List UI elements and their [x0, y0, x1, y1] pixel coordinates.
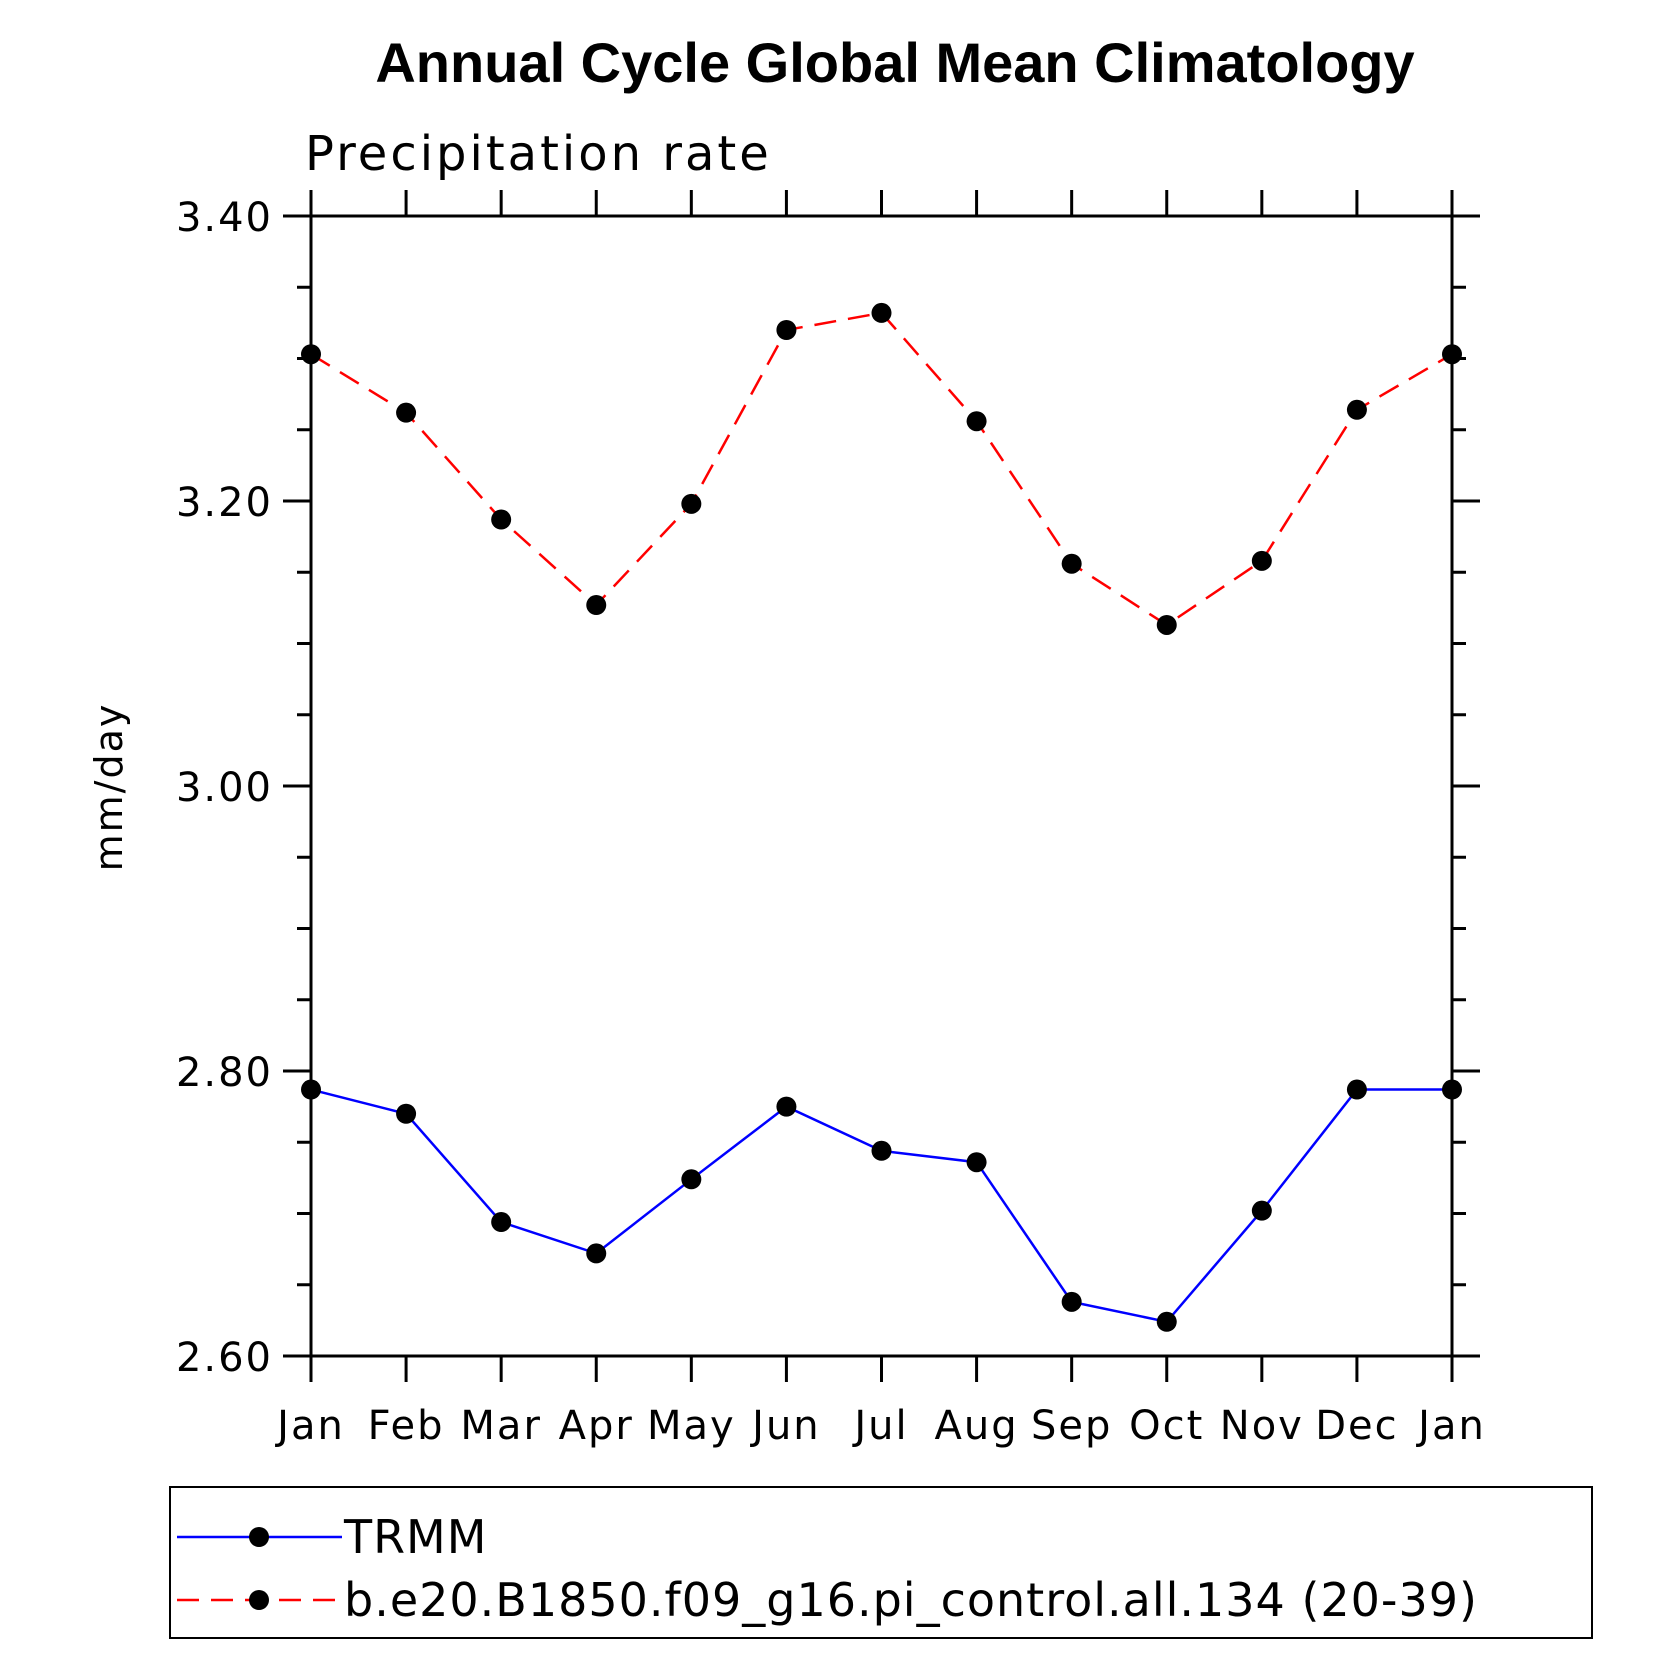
- y-axis-label: mm/day: [87, 703, 131, 872]
- data-point: [491, 509, 512, 530]
- data-point: [1442, 1079, 1462, 1100]
- legend-marker-1: [249, 1590, 269, 1610]
- y-tick-label: 3.20: [176, 480, 273, 526]
- series-markers: [301, 302, 1462, 1332]
- legend: TRMM b.e20.B1850.f09_g16.pi_control.all.1…: [177, 1510, 1478, 1627]
- data-point: [776, 320, 797, 340]
- x-tick-label: Aug: [935, 1403, 1019, 1449]
- data-point: [966, 1152, 987, 1173]
- x-tick-label: Nov: [1220, 1403, 1304, 1449]
- data-point: [1442, 344, 1462, 365]
- data-point: [871, 302, 892, 323]
- data-point: [1061, 553, 1082, 574]
- data-point: [1251, 550, 1272, 571]
- y-tick-label: 3.00: [176, 765, 273, 811]
- x-tick-label: Feb: [368, 1403, 445, 1449]
- legend-marker-0: [249, 1527, 269, 1547]
- series-line-0: [310, 1088, 1452, 1324]
- chart-title: Annual Cycle Global Mean Climatology: [375, 31, 1414, 94]
- data-point: [301, 1079, 321, 1100]
- data-point: [586, 1243, 607, 1264]
- data-point: [681, 1169, 702, 1190]
- data-point: [966, 411, 987, 432]
- data-point: [1346, 1079, 1367, 1100]
- x-tick-label: Apr: [559, 1403, 634, 1449]
- data-point: [396, 1103, 417, 1124]
- data-point: [776, 1096, 797, 1117]
- data-point: [871, 1140, 892, 1161]
- data-point: [491, 1212, 512, 1233]
- data-point: [1061, 1291, 1082, 1312]
- data-point: [1156, 1311, 1177, 1332]
- x-tick-label: Oct: [1129, 1403, 1204, 1449]
- x-tick-label: Jun: [749, 1403, 821, 1449]
- legend-label-0: TRMM: [343, 1510, 487, 1564]
- x-tick-labels: Jan Feb Mar Apr May Jun Jul Aug Sep Oct Nov Dec Jan: [274, 1403, 1486, 1449]
- data-point: [681, 493, 702, 514]
- axis-ticks: [283, 190, 1480, 1382]
- y-tick-label: 2.60: [176, 1335, 273, 1381]
- y-tick-labels: 2.60 2.80 3.00 3.20 3.40: [176, 195, 273, 1381]
- data-point: [1156, 614, 1177, 635]
- x-tick-label: Jul: [851, 1403, 908, 1449]
- data-point: [1251, 1200, 1272, 1221]
- x-tick-label: Mar: [460, 1403, 541, 1449]
- x-tick-label: Sep: [1031, 1403, 1112, 1449]
- data-point: [396, 402, 417, 423]
- y-tick-label: 3.40: [176, 195, 273, 241]
- x-tick-label: Jan: [1415, 1403, 1486, 1449]
- legend-label-1: b.e20.B1850.f09_g16.pi_control.all.134 (…: [344, 1573, 1478, 1627]
- series-lines: [310, 311, 1453, 1324]
- data-point: [586, 595, 607, 616]
- x-tick-label: Dec: [1315, 1403, 1398, 1449]
- x-tick-label: Jan: [274, 1403, 345, 1449]
- legend-box: [169, 1486, 1593, 1639]
- data-point: [301, 344, 321, 365]
- x-tick-label: May: [647, 1403, 736, 1449]
- y-tick-label: 2.80: [176, 1050, 273, 1096]
- chart-subtitle: Precipitation rate: [305, 126, 772, 182]
- series-line-1: [310, 311, 1453, 627]
- data-point: [1346, 399, 1367, 420]
